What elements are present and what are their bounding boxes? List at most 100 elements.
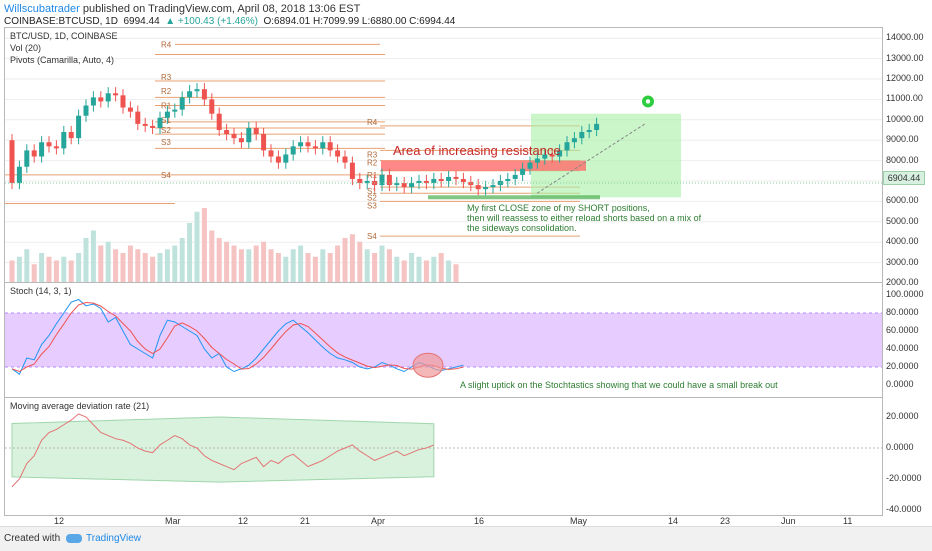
uptick-marker	[412, 352, 444, 378]
candle-body	[113, 93, 119, 96]
volume-bar	[90, 230, 96, 283]
candle-body	[357, 178, 363, 184]
footer: Created with TradingView	[0, 526, 932, 551]
stoch-pane[interactable]: Stoch (14, 3, 1) A slight uptick on the …	[4, 282, 883, 399]
price-change: ▲ +100.43 (+1.46%)	[165, 16, 258, 27]
madr-legend: Moving average deviation rate (21)	[10, 401, 150, 411]
volume-bar	[453, 264, 459, 283]
candle-body	[61, 132, 67, 149]
volume-bar	[53, 260, 59, 283]
volume-bar	[98, 245, 104, 283]
volume-bar	[275, 253, 281, 283]
price-pane[interactable]: R4 R3 R2 R1 S1 S2 S3 S4 R4 R3 R2 R1 S1 S2 S3 S4 BTC/USD…	[4, 27, 883, 284]
pivot-label: R1	[367, 171, 378, 180]
volume-bar	[68, 260, 74, 283]
pivot-label: S3	[367, 201, 377, 210]
date-tick-label: 16	[474, 516, 485, 526]
candle-body	[46, 142, 52, 147]
stoch-axis[interactable]: 100.0000 80.0000 60.0000 40.0000 20.0000 0.00…	[882, 282, 932, 397]
stoch-tick-label: 40.0000	[886, 343, 919, 353]
candle-body	[579, 132, 585, 139]
volume-bar	[401, 260, 407, 283]
candle-body	[90, 97, 96, 106]
tradingview-brand[interactable]: TradingView	[86, 533, 142, 544]
candle-body	[571, 138, 577, 143]
candle-body	[409, 183, 415, 188]
volume-bar	[113, 249, 119, 283]
volume-bar	[305, 253, 311, 283]
price-tick-label: 3000.00	[886, 256, 919, 267]
candle-body	[261, 134, 267, 151]
candle-body	[475, 185, 481, 190]
madr-axis[interactable]: 20.0000 0.0000 -20.0000 -40.0000	[882, 397, 932, 514]
volume-bar	[438, 253, 444, 283]
candle-body	[253, 127, 259, 135]
date-tick-label: 12	[238, 516, 249, 526]
candle-body	[157, 117, 163, 128]
date-tick-label: Apr	[371, 516, 386, 526]
volume-bar	[187, 223, 193, 283]
volume-bar	[423, 260, 429, 283]
candle-body	[98, 97, 104, 102]
volume-bar	[9, 260, 15, 283]
candle-body	[194, 89, 200, 92]
date-tick-label: 21	[300, 516, 311, 526]
volume-bar	[283, 256, 289, 283]
price-tick-label: 8000.00	[886, 154, 919, 165]
candle-body	[24, 150, 30, 167]
candle-body	[16, 166, 22, 184]
price-tick-label: 5000.00	[886, 215, 919, 226]
volume-bar	[46, 256, 52, 283]
pivot-label: S4	[367, 232, 377, 241]
candle-body	[172, 109, 178, 112]
candle-body	[327, 142, 333, 151]
volume-bar	[83, 238, 89, 283]
volume-bar	[335, 245, 341, 283]
madr-pane[interactable]: Moving average deviation rate (21)	[4, 397, 883, 516]
volume-bar	[24, 249, 30, 283]
author-link[interactable]: Willscubatrader	[4, 3, 80, 15]
pivot-label: S2	[161, 126, 171, 135]
volume-bar	[298, 245, 304, 283]
price-axis[interactable]: 14000.00 13000.00 12000.00 11000.00 10000.00…	[882, 27, 932, 287]
target-pin-center	[645, 99, 651, 104]
stoch-tick-label: 80.0000	[886, 307, 919, 317]
candle-body	[283, 154, 289, 163]
volume-bar	[386, 249, 392, 283]
candle-body	[446, 176, 452, 181]
candle-body	[542, 154, 548, 159]
candle-body	[460, 178, 466, 183]
madr-tick-label: 20.0000	[886, 411, 919, 421]
stoch-tick-label: 20.0000	[886, 361, 919, 371]
madr-band	[11, 416, 435, 483]
stoch-chart[interactable]	[5, 283, 882, 398]
volume-bar	[290, 249, 296, 283]
candle-body	[135, 111, 141, 124]
volume-bar	[61, 256, 67, 283]
stoch-note: A slight uptick on the Stochtastics show…	[460, 380, 778, 390]
resistance-zone	[381, 160, 586, 171]
candle-body	[416, 181, 422, 184]
date-tick-label: Mar	[165, 516, 181, 526]
candle-body	[483, 187, 489, 190]
madr-tick-label: -20.0000	[886, 473, 922, 483]
volume-bar	[394, 256, 400, 283]
candle-body	[527, 162, 533, 169]
volume-bar	[179, 238, 185, 283]
short-note-1: My first CLOSE zone of my SHORT position…	[467, 203, 650, 213]
pivot-label: S1	[367, 187, 377, 196]
madr-chart[interactable]	[5, 398, 882, 515]
candle-body	[179, 97, 185, 110]
last-price: 6994.44	[123, 16, 160, 27]
candle-body	[342, 156, 348, 163]
candle-body	[142, 123, 148, 126]
pivot-label: S1	[161, 116, 171, 125]
candle-body	[31, 150, 37, 157]
candle-body	[290, 146, 296, 155]
candle-body	[275, 156, 281, 163]
price-tick-label: 12000.00	[886, 73, 924, 83]
candle-body	[298, 142, 304, 147]
symbol-line: COINBASE:BTCUSD, 1D 6994.44 ▲ +100.43 (+…	[4, 16, 455, 27]
madr-line	[11, 413, 434, 488]
